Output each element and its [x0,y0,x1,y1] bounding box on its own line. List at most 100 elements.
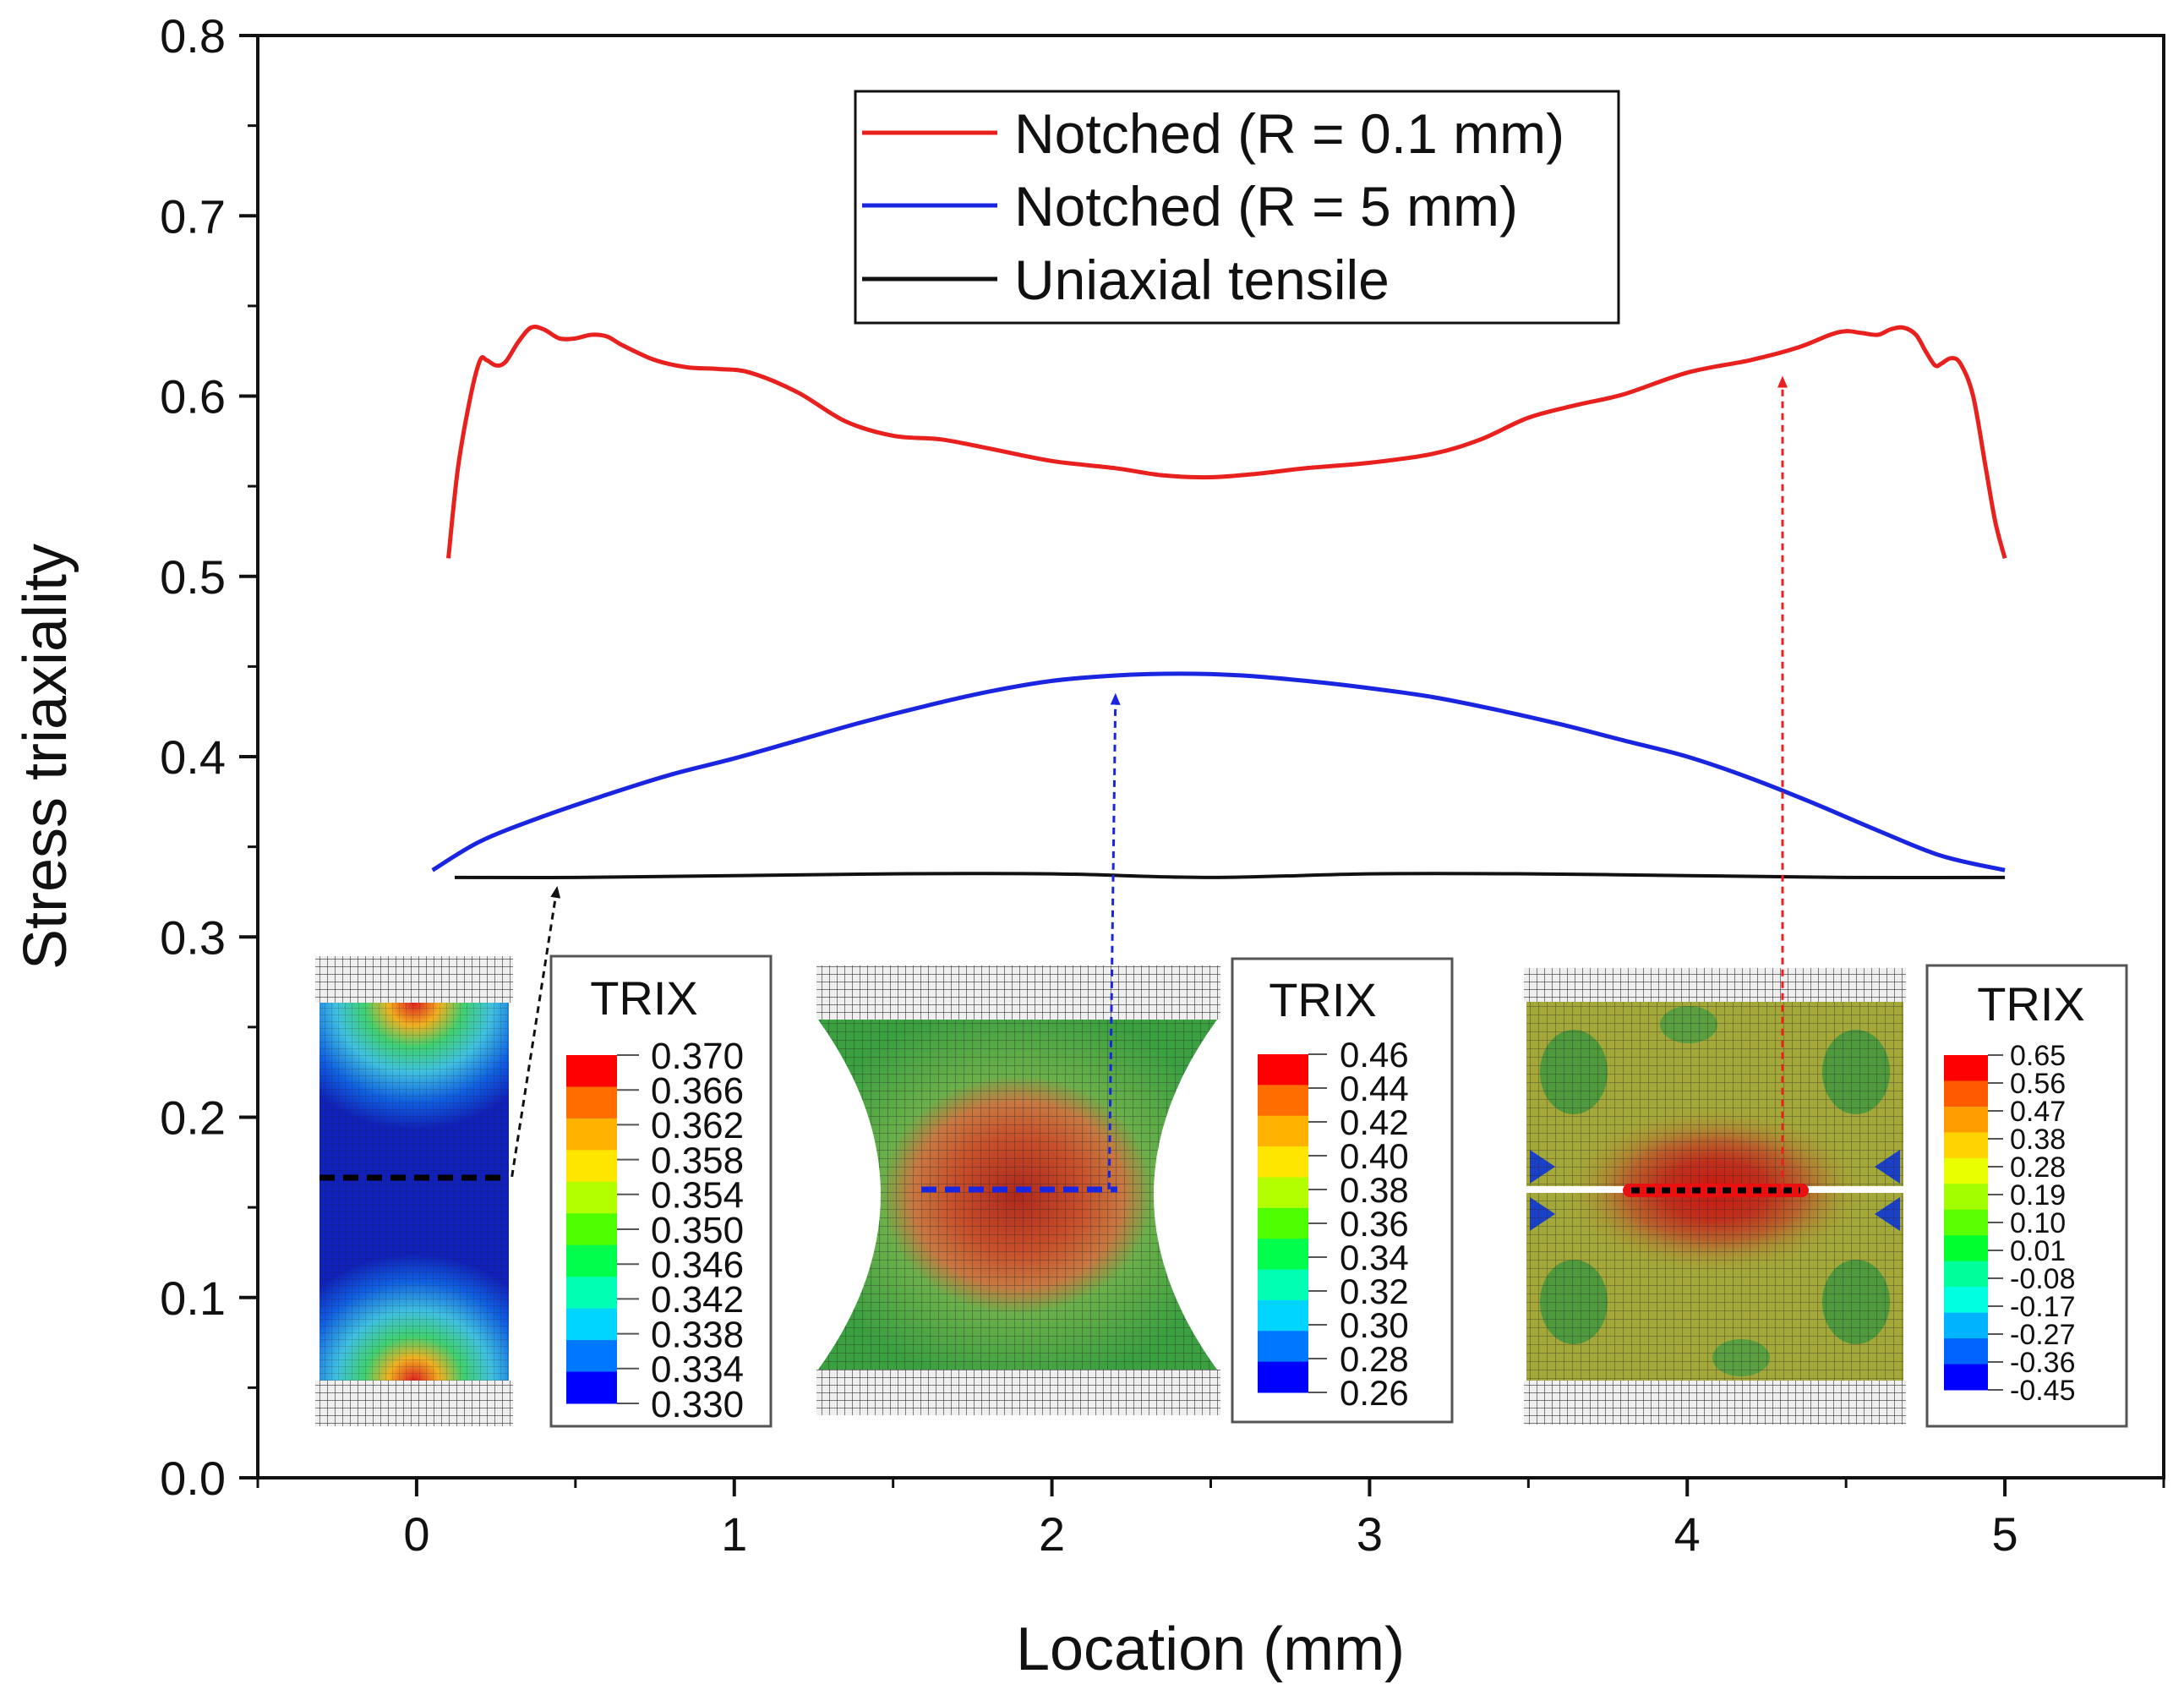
r01-inset-colorbar-band-9 [1944,1287,1988,1314]
r5-inset-colorbar-label-5: 0.36 [1340,1204,1409,1244]
annotation-arrows [511,375,1788,1190]
uniaxial-inset-colorbar-label-2: 0.362 [651,1105,744,1146]
r5-inset-colorbar-band-4 [1258,1177,1308,1209]
r5-inset-colorbar-band-1 [1258,1085,1308,1117]
r01-inset-colorbar-label-1: 0.56 [2010,1068,2066,1100]
r5-inset-colorbar-band-5 [1258,1207,1308,1239]
r01-inset-colorbar-band-4 [1944,1157,1988,1184]
r5-inset-colorbar-label-0: 0.46 [1340,1035,1409,1075]
y-tick-label-6: 0.6 [160,370,226,424]
r01-inset-colorbar-label-7: 0.01 [2010,1235,2066,1267]
r5-inset-colorbar-label-9: 0.28 [1340,1339,1409,1379]
y-tick-label-5: 0.5 [160,550,226,604]
uniaxial-inset-colorbar-label-1: 0.366 [651,1070,744,1112]
x-tick-label-0: 0 [403,1507,429,1561]
uniaxial-inset-colorbar-label-10: 0.330 [651,1384,744,1425]
uniaxial-colorbar-title: TRIX [590,971,698,1025]
r01-inset-colorbar-label-11: -0.36 [2010,1347,2076,1379]
r01-inset-colorbar-label-2: 0.47 [2010,1096,2066,1128]
r5-inset-colorbar-label-4: 0.38 [1340,1170,1409,1210]
r01-inset-image [1524,968,1906,1425]
y-tick-label-1: 0.1 [160,1272,226,1325]
r01-colorbar: TRIX 0.650.560.470.380.280.190.100.01-0.… [1925,964,2128,1428]
x-tick-label-3: 3 [1357,1507,1383,1561]
x-tick-label-4: 4 [1674,1507,1701,1561]
y-axis-title: Stress triaxiality [12,544,79,970]
r01-inset-colorbar-band-2 [1944,1106,1988,1133]
r01-inset-colorbar-label-4: 0.28 [2010,1151,2066,1184]
r01-inset-colorbar-label-8: -0.08 [2010,1263,2076,1295]
r5-inset-colorbar-label-8: 0.30 [1340,1305,1409,1345]
uniaxial-inset-colorbar-label-7: 0.342 [651,1279,744,1321]
uniaxial-inset-colorbar-band-3 [566,1150,617,1183]
r01-inset-colorbar-band-8 [1944,1261,1988,1288]
uniaxial-arrow [511,886,561,1178]
axes: 0 1 2 3 4 5 0.0 0.1 0.2 0.3 0.4 0.5 0.6 0.7 0.8 [160,9,2165,1561]
r5-colorbar: TRIX 0.460.440.420.400.380.360.340.320.3… [1231,957,1454,1424]
r01-colorbar-title: TRIX [1977,977,2085,1031]
r01-inset-colorbar-label-6: 0.10 [2010,1207,2066,1239]
x-tick-label-5: 5 [1992,1507,2018,1561]
uniaxial-inset-colorbar-label-3: 0.358 [651,1140,744,1181]
legend-label-notched-r-0-1-mm: Notched (R = 0.1 mm) [1014,102,1564,165]
uniaxial-inset-colorbar-label-9: 0.334 [651,1349,744,1391]
uniaxial-inset-colorbar-band-7 [566,1277,617,1310]
data-curves [431,324,2007,880]
uniaxial-inset-colorbar-label-4: 0.354 [651,1175,744,1217]
r01-inset-colorbar-label-12: -0.45 [2010,1375,2076,1407]
r5-inset-colorbar-band-2 [1258,1115,1308,1147]
uniaxial-inset-image [315,956,513,1426]
r5-inset-colorbar-band-9 [1258,1331,1308,1363]
uniaxial-inset-colorbar-band-9 [566,1340,617,1373]
y-tick-label-8: 0.8 [160,9,226,63]
uniaxial-colorbar: TRIX 0.3700.3660.3620.3580.3540.3500.346… [549,954,773,1428]
r5-inset-colorbar-label-10: 0.26 [1340,1373,1409,1413]
r5-inset-colorbar-label-6: 0.34 [1340,1238,1409,1277]
r01-inset-colorbar-band-5 [1944,1184,1988,1211]
r5-inset-colorbar-band-7 [1258,1269,1308,1301]
y-tick-label-0: 0.0 [160,1452,226,1505]
r01-inset-colorbar-band-12 [1944,1364,1988,1391]
uniaxial-inset-colorbar-label-5: 0.350 [651,1210,744,1251]
uniaxial-inset-colorbar-band-2 [566,1118,617,1151]
y-tick-label-7: 0.7 [160,189,226,243]
legend-label-uniaxial-tensile: Uniaxial tensile [1014,249,1390,311]
series-line-uniaxial-tensile [454,872,2006,880]
r01-inset-colorbar-band-3 [1944,1132,1988,1159]
uniaxial-inset-colorbar-label-6: 0.346 [651,1244,744,1286]
r5-inset-colorbar-band-0 [1258,1054,1308,1086]
r5-inset-colorbar-band-6 [1258,1239,1308,1271]
r5-arrow [1107,692,1121,1190]
r5-inset-image [816,965,1220,1415]
r5-inset-colorbar-label-7: 0.32 [1340,1272,1409,1311]
y-tick-label-2: 0.2 [160,1091,226,1145]
r01-inset-colorbar-label-5: 0.19 [2010,1179,2066,1211]
y-tick-label-4: 0.4 [160,730,226,784]
uniaxial-inset-colorbar-label-8: 0.338 [651,1314,744,1355]
r01-inset-colorbar-band-10 [1944,1312,1988,1339]
legend-label-notched-r-5-mm: Notched (R = 5 mm) [1014,175,1518,238]
r01-inset-colorbar-label-10: -0.27 [2010,1319,2076,1351]
r01-inset-colorbar-label-9: -0.17 [2010,1291,2076,1323]
r5-inset-colorbar-label-3: 0.40 [1340,1136,1409,1176]
r01-inset-colorbar-band-6 [1944,1209,1988,1236]
r5-inset-colorbar-band-10 [1258,1361,1308,1393]
series-line-notched-r-0-1-mm [446,324,2007,560]
r5-colorbar-title: TRIX [1269,973,1377,1026]
r01-inset-colorbar-band-11 [1944,1338,1988,1365]
r5-inset-colorbar-label-1: 0.44 [1340,1069,1409,1108]
r5-inset-colorbar-band-8 [1258,1299,1308,1332]
uniaxial-inset-colorbar-band-10 [566,1371,617,1404]
uniaxial-inset-colorbar-band-1 [566,1086,617,1119]
x-tick-label-1: 1 [721,1507,747,1561]
r01-inset-colorbar-band-1 [1944,1080,1988,1108]
uniaxial-inset-colorbar-label-0: 0.370 [651,1036,744,1077]
uniaxial-inset-colorbar-band-0 [566,1055,617,1087]
uniaxial-inset-colorbar-band-4 [566,1181,617,1214]
r01-inset-colorbar-band-0 [1944,1055,1988,1081]
legend: Notched (R = 0.1 mm) Notched (R = 5 mm) Un… [854,90,1620,325]
r5-inset-colorbar-band-3 [1258,1146,1308,1178]
r01-inset-colorbar-label-3: 0.38 [2010,1124,2066,1156]
